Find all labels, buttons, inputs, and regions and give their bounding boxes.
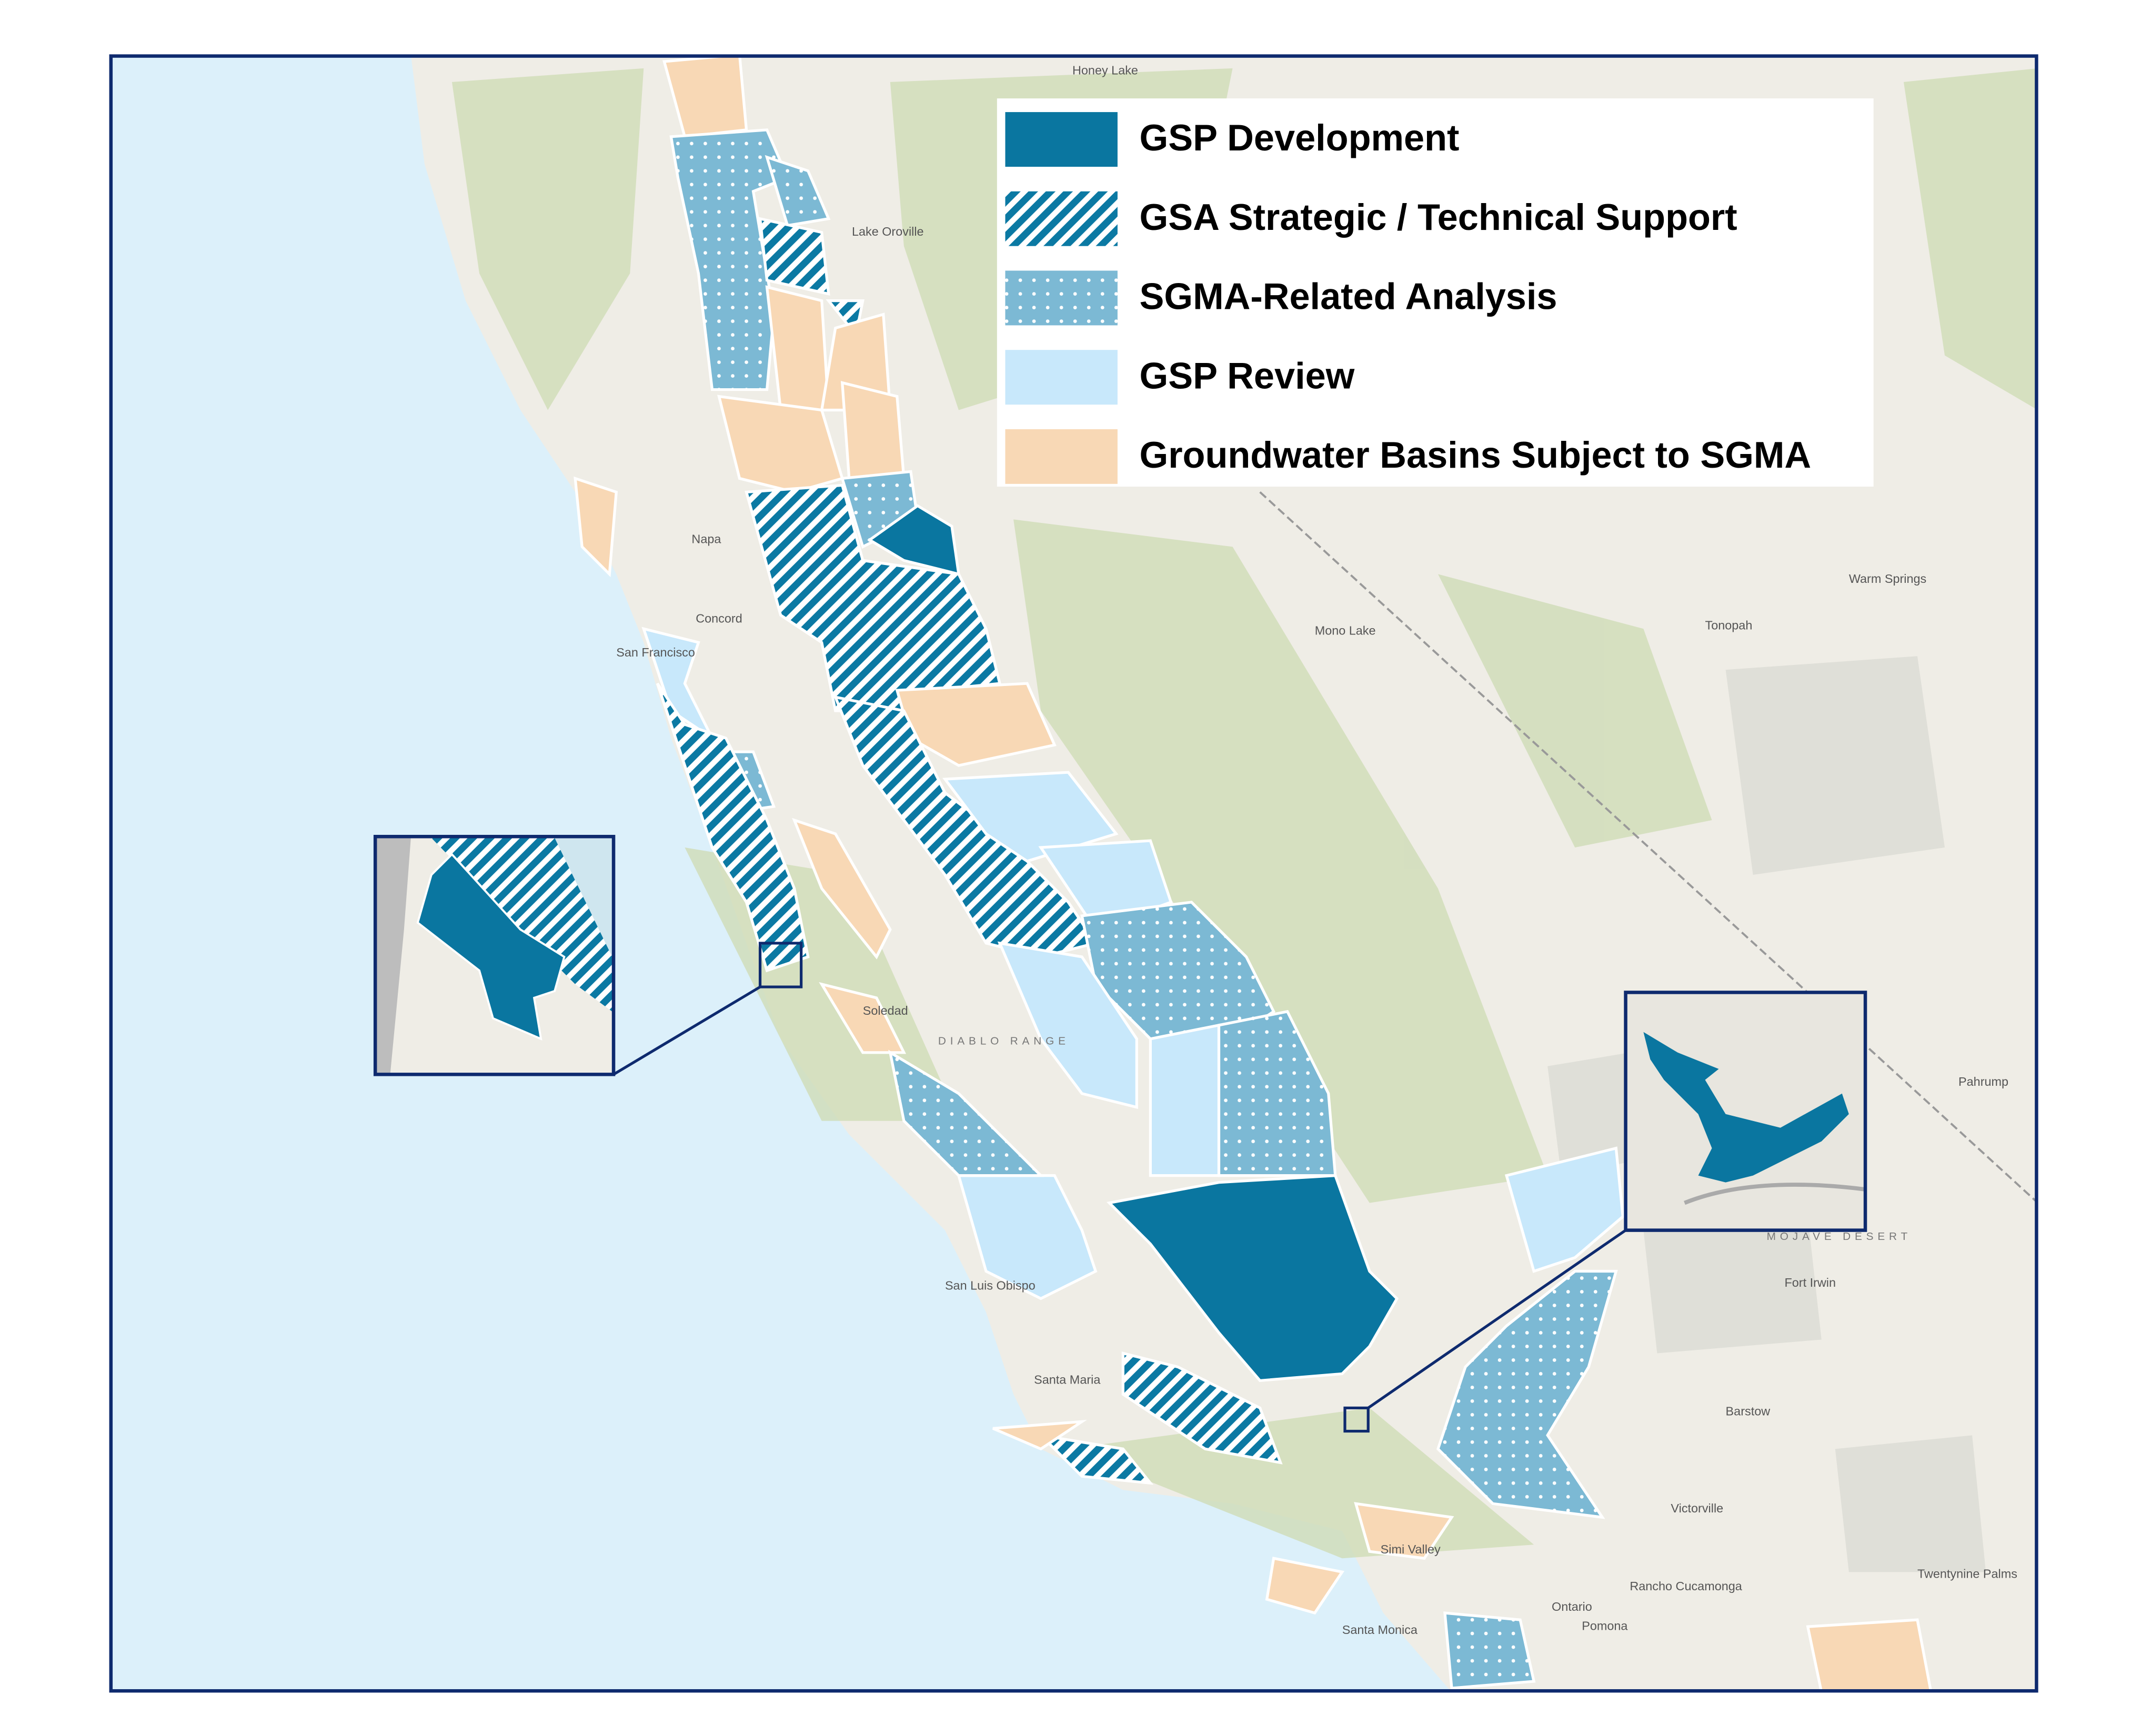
inset-frame [1624, 991, 1867, 1232]
inset-water [376, 837, 411, 1073]
inset-road [1684, 1183, 1864, 1205]
place-label: Eureka [2040, 243, 2080, 256]
legend: GSP Development GSA Strategic / Technical… [997, 98, 1874, 487]
legend-label: GSP Review [1140, 355, 1355, 396]
basin [840, 381, 906, 480]
place-label: Pahrump [1958, 1075, 2008, 1088]
basin [1037, 1433, 1154, 1485]
place-label: Concord [696, 611, 742, 625]
basin [1265, 1557, 1345, 1615]
place-label: Fort Irwin [1784, 1276, 1836, 1289]
place-label: Mono Lake [1315, 624, 1376, 638]
legend-label: GSA Strategic / Technical Support [1140, 196, 1737, 238]
place-label: Warm Springs [1849, 572, 1926, 586]
inset-locator [1343, 1406, 1370, 1433]
inset-frame [373, 834, 616, 1076]
basin [792, 817, 892, 960]
basin [867, 504, 961, 576]
place-label: DIABLO RANGE [938, 1035, 1070, 1047]
basin [1149, 1023, 1221, 1177]
basin [957, 1174, 1098, 1300]
place-label: Honey Lake [1072, 63, 1138, 77]
legend-swatch [1005, 191, 1118, 246]
basin [717, 395, 844, 494]
place-label: Rancho Cucamonga [1630, 1579, 1742, 1593]
inset-right [1627, 994, 1864, 1229]
state-border [1259, 491, 2037, 1203]
place-label: Pomona [1582, 1619, 1628, 1632]
basin [992, 1420, 1087, 1451]
basin [574, 476, 618, 578]
inset-leader [1367, 1229, 1627, 1409]
legend-swatch [1005, 112, 1118, 167]
basin [888, 1049, 1044, 1177]
legend-label: Groundwater Basins Subject to SGMA [1140, 434, 1812, 476]
basin [1354, 1502, 1454, 1560]
map-frame [109, 54, 2038, 1693]
desert-areas [1547, 656, 1986, 1572]
basin [819, 982, 907, 1054]
basin [765, 155, 831, 227]
place-label: Santa Maria [1034, 1373, 1101, 1387]
inset-basin [416, 853, 566, 1041]
legend-swatch [1005, 350, 1118, 405]
basin [1443, 1611, 1536, 1690]
basin [1038, 839, 1173, 932]
place-label: Simi Valley [1381, 1542, 1441, 1556]
basin [997, 941, 1138, 1109]
place-label: Napa [691, 532, 721, 546]
legend-label: SGMA-Related Analysis [1140, 276, 1557, 317]
place-label: Soledad [863, 1004, 908, 1017]
basin [1436, 1269, 1618, 1519]
place-label: Barstow [1726, 1404, 1771, 1418]
basin [1106, 1174, 1399, 1382]
basin [1504, 1146, 1625, 1273]
inset-basin [1643, 1032, 1849, 1183]
place-labels: Honey Lake Lake Oroville Eureka Napa Concord… [418, 63, 2080, 1637]
place-label: Lake Oroville [852, 225, 924, 238]
place-label: MOJAVE DESERT [1767, 1230, 1912, 1243]
place-label: San Francisco [616, 645, 695, 659]
place-label: Santa Monica [1342, 1623, 1418, 1637]
basin [669, 128, 790, 391]
basin [1217, 1010, 1337, 1177]
legend-label: GSP Development [1140, 117, 1460, 158]
place-label: San Luis Obispo [945, 1278, 1036, 1292]
inset-left [376, 837, 612, 1073]
place-label: Victorville [1671, 1501, 1723, 1515]
place-label: Ontario [1552, 1600, 1592, 1613]
legend-swatch [1005, 429, 1118, 484]
place-label: Tonopah [1705, 618, 1753, 632]
legend-box [997, 98, 1874, 487]
place-label: Twentynine Palms [1917, 1567, 2017, 1581]
basin [833, 695, 1098, 958]
basin [1121, 1351, 1283, 1465]
legend-swatch [1005, 270, 1118, 326]
inset-leader [612, 985, 761, 1076]
inset-locator [758, 942, 803, 988]
basins [574, 56, 1933, 1691]
basin [758, 217, 830, 296]
basin [656, 682, 810, 973]
basin [1806, 1618, 1933, 1691]
